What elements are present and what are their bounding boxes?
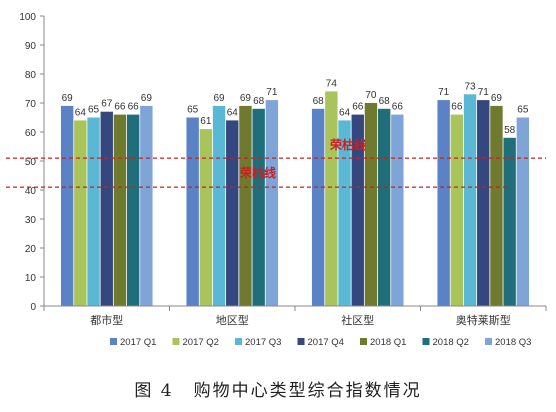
legend-label: 2017 Q2 xyxy=(183,337,219,348)
bar-value-label: 64 xyxy=(75,107,87,118)
bars-layer xyxy=(60,91,530,307)
legend-swatch xyxy=(110,338,117,345)
legend-label: 2017 Q1 xyxy=(120,337,156,348)
bar-value-label: 71 xyxy=(266,87,278,98)
bar-value-label: 69 xyxy=(240,93,252,104)
y-tick-label: 40 xyxy=(25,186,37,197)
bar-value-label: 69 xyxy=(62,93,74,104)
bar xyxy=(490,105,503,307)
bar xyxy=(74,120,87,307)
x-category-label: 奥特莱斯型 xyxy=(456,313,511,327)
legend-label: 2018 Q2 xyxy=(433,337,469,348)
bar xyxy=(325,91,338,307)
bar-value-label: 66 xyxy=(392,102,404,113)
reference-line-label: 荣枯线 xyxy=(239,165,276,180)
bar xyxy=(391,114,404,306)
bar xyxy=(364,103,378,306)
bar xyxy=(226,120,239,307)
x-category-label: 都市型 xyxy=(90,313,123,327)
bar xyxy=(100,111,113,306)
bar xyxy=(87,117,100,306)
y-tick-label: 30 xyxy=(25,215,37,226)
bar-value-label: 64 xyxy=(227,107,239,118)
y-tick-label: 80 xyxy=(25,70,37,81)
y-tick-label: 10 xyxy=(25,273,37,284)
bar-value-label: 70 xyxy=(365,90,377,101)
bar xyxy=(338,120,351,307)
y-tick-label: 100 xyxy=(19,12,36,23)
y-tick-label: 50 xyxy=(25,157,37,168)
legend-swatch xyxy=(360,338,367,345)
bar-value-label: 65 xyxy=(88,105,100,116)
bar-value-label: 65 xyxy=(517,105,529,116)
bar-value-label: 66 xyxy=(128,102,140,113)
legend-swatch xyxy=(172,338,180,345)
bar xyxy=(463,94,477,306)
legend-swatch xyxy=(297,338,305,345)
x-category-label: 地区型 xyxy=(216,313,249,327)
bar xyxy=(351,114,364,306)
x-category-label: 社区型 xyxy=(341,313,374,327)
bar-value-label: 69 xyxy=(141,93,153,104)
bar-value-label: 69 xyxy=(213,93,225,104)
bar-value-label: 66 xyxy=(352,102,364,113)
y-axis: 0 10 20 30 40 50 60 70 80 90 100 xyxy=(19,12,45,313)
bar-value-label: 64 xyxy=(339,107,351,118)
bar-value-label: 58 xyxy=(504,125,516,136)
y-tick-label: 20 xyxy=(25,244,37,255)
bar-value-label: 66 xyxy=(114,102,126,113)
y-tick-label: 90 xyxy=(25,41,37,52)
bar xyxy=(265,100,279,306)
bar xyxy=(113,114,127,306)
bar xyxy=(437,100,450,306)
bar xyxy=(450,114,464,306)
bar xyxy=(477,100,490,306)
bar xyxy=(186,117,199,306)
figure-title: 购物中心类型综合指数情况 xyxy=(193,381,422,401)
figure-caption: 图 4 购物中心类型综合指数情况 xyxy=(0,376,556,401)
legend-label: 2018 Q1 xyxy=(370,337,406,348)
bar-value-label: 65 xyxy=(187,105,199,116)
legend-label: 2017 Q4 xyxy=(308,337,344,348)
bar-value-label: 66 xyxy=(451,102,463,113)
bar xyxy=(60,105,74,307)
legend-label: 2017 Q3 xyxy=(245,337,281,348)
bar xyxy=(212,105,226,307)
bar-value-label: 67 xyxy=(101,99,113,110)
legend: 2017 Q1 2017 Q2 2017 Q3 2017 Q4 2018 Q1 2018 … xyxy=(110,337,531,348)
bar xyxy=(252,108,265,306)
y-tick-label: 60 xyxy=(25,128,37,139)
bar xyxy=(199,129,213,306)
legend-swatch xyxy=(422,338,430,345)
bar xyxy=(503,137,516,306)
bar-value-label: 74 xyxy=(326,78,338,89)
legend-label: 2018 Q3 xyxy=(495,337,531,348)
bar-value-label: 73 xyxy=(464,81,476,92)
bar xyxy=(377,108,391,306)
legend-swatch xyxy=(485,338,492,345)
bar-value-label: 68 xyxy=(379,96,391,107)
x-axis: 都市型 地区型 社区型 奥特莱斯型 xyxy=(43,305,547,327)
bar-value-label: 68 xyxy=(253,96,265,107)
reference-line-label: 荣枯线 xyxy=(329,137,366,152)
bar xyxy=(239,105,252,307)
figure-number: 图 4 xyxy=(134,381,174,401)
bar-value-label: 71 xyxy=(478,87,490,98)
bar-value-label: 69 xyxy=(491,93,503,104)
bar-value-label: 71 xyxy=(438,87,450,98)
bar xyxy=(126,114,140,306)
y-tick-label: 0 xyxy=(30,302,36,313)
bar xyxy=(311,108,325,306)
bar-value-label: 68 xyxy=(313,96,325,107)
bar xyxy=(516,117,530,306)
legend-swatch xyxy=(235,338,242,345)
bar xyxy=(140,105,153,307)
bar-value-label: 61 xyxy=(200,116,212,127)
y-tick-label: 70 xyxy=(25,99,37,110)
